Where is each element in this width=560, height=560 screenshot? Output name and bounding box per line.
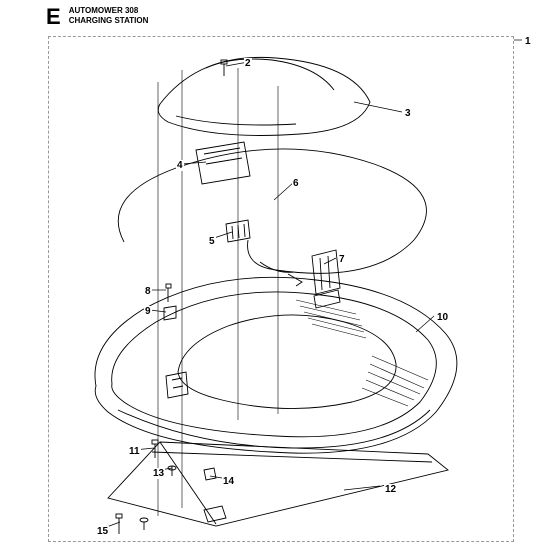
callout-4: 4 bbox=[176, 160, 184, 171]
callout-8: 8 bbox=[144, 286, 152, 297]
callout-7: 7 bbox=[338, 254, 346, 265]
part-8-screw bbox=[166, 284, 171, 302]
part-7-contact bbox=[312, 250, 340, 308]
callout-14: 14 bbox=[222, 476, 235, 487]
callout-9: 9 bbox=[144, 306, 152, 317]
callout-13: 13 bbox=[152, 468, 165, 479]
part-10-base bbox=[95, 277, 457, 453]
part-14-nut bbox=[204, 468, 216, 480]
part-4-board bbox=[196, 142, 250, 184]
callout-1: 1 bbox=[524, 36, 532, 47]
base-detail bbox=[166, 372, 188, 398]
part-15-screw bbox=[116, 514, 148, 534]
part-13-washer bbox=[168, 466, 176, 476]
callout-2: 2 bbox=[244, 58, 252, 69]
callout-11: 11 bbox=[128, 446, 141, 457]
part-6-cable bbox=[118, 149, 426, 286]
callout-5: 5 bbox=[208, 236, 216, 247]
callout-12: 12 bbox=[384, 484, 397, 495]
callout-6: 6 bbox=[292, 178, 300, 189]
callout-3: 3 bbox=[404, 108, 412, 119]
callout-15: 15 bbox=[96, 526, 109, 537]
exploded-diagram bbox=[0, 0, 560, 560]
callout-10: 10 bbox=[436, 312, 449, 323]
part-3-cover bbox=[158, 57, 370, 135]
